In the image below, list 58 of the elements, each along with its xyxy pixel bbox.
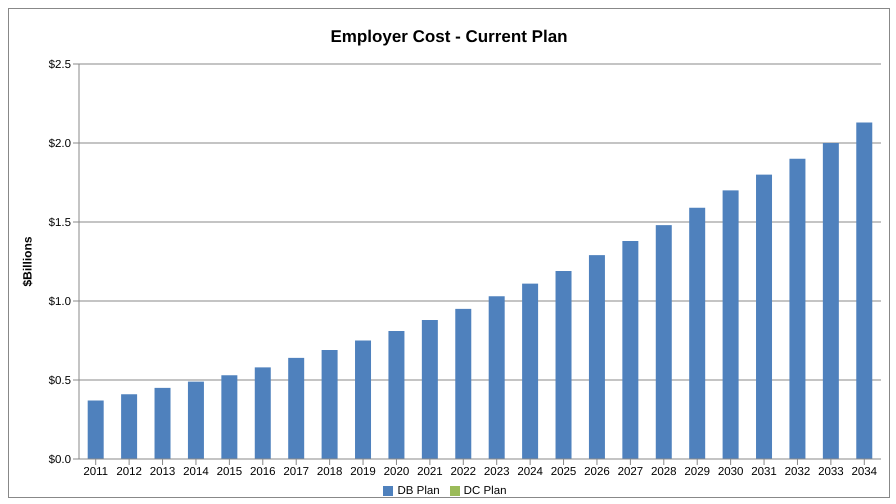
bar xyxy=(722,190,739,459)
bar xyxy=(288,358,304,459)
bar xyxy=(622,240,638,459)
x-tick-label: 2019 xyxy=(350,466,376,478)
legend-label: DC Plan xyxy=(464,485,506,497)
bar xyxy=(422,320,438,459)
bar xyxy=(522,284,538,459)
legend-label: DB Plan xyxy=(397,485,440,497)
x-tick-label: 2032 xyxy=(784,466,810,478)
x-tick-label: 2021 xyxy=(417,466,443,478)
bar xyxy=(254,367,271,459)
x-tick-label: 2028 xyxy=(650,466,677,478)
x-tick-label: 2034 xyxy=(851,466,878,478)
x-tick-label: 2016 xyxy=(250,466,276,478)
x-tick-label: 2030 xyxy=(718,466,744,478)
y-tick-label: $1.5 xyxy=(48,217,71,230)
y-tick-label: $0.0 xyxy=(48,454,71,466)
bar xyxy=(756,174,772,459)
x-tick-label: 2017 xyxy=(283,466,310,478)
x-tick-label: 2013 xyxy=(150,466,176,478)
x-tick-label: 2025 xyxy=(550,466,576,478)
y-tick-label: $2.0 xyxy=(48,138,71,150)
x-tick-label: 2014 xyxy=(183,466,210,478)
bar xyxy=(556,270,572,459)
x-tick-label: 2011 xyxy=(83,466,108,478)
x-tick-label: 2023 xyxy=(484,466,510,478)
y-tick-label: $0.5 xyxy=(48,375,71,388)
bar xyxy=(355,340,372,459)
y-axis-title: $Billions xyxy=(20,236,34,287)
x-tick-label: 2020 xyxy=(384,466,410,478)
x-tick-label: 2029 xyxy=(684,466,710,478)
y-tick-label: $1.0 xyxy=(48,296,71,308)
bar xyxy=(154,388,171,459)
chart-title: Employer Cost - Current Plan xyxy=(329,27,569,48)
bar xyxy=(455,308,472,459)
bar xyxy=(221,375,238,459)
x-tick-label: 2026 xyxy=(584,466,610,478)
x-tick-label: 2015 xyxy=(216,466,242,478)
x-tick-label: 2027 xyxy=(618,466,644,478)
bar xyxy=(789,158,806,459)
bar xyxy=(656,225,672,459)
bar xyxy=(188,382,204,459)
x-tick-label: 2024 xyxy=(517,466,544,478)
y-tick-label: $2.5 xyxy=(48,59,71,72)
x-tick-label: 2018 xyxy=(316,466,342,478)
bar xyxy=(488,296,505,459)
x-tick-label: 2022 xyxy=(450,466,476,478)
bar xyxy=(822,143,839,459)
bar xyxy=(689,208,706,459)
bar xyxy=(121,394,138,459)
bar xyxy=(856,122,872,459)
bar xyxy=(588,255,605,459)
x-tick-label: 2012 xyxy=(116,466,142,478)
x-tick-label: 2031 xyxy=(751,466,777,478)
bar xyxy=(322,350,338,459)
x-tick-label: 2033 xyxy=(818,466,844,478)
bar xyxy=(388,331,404,459)
bar xyxy=(88,400,104,459)
